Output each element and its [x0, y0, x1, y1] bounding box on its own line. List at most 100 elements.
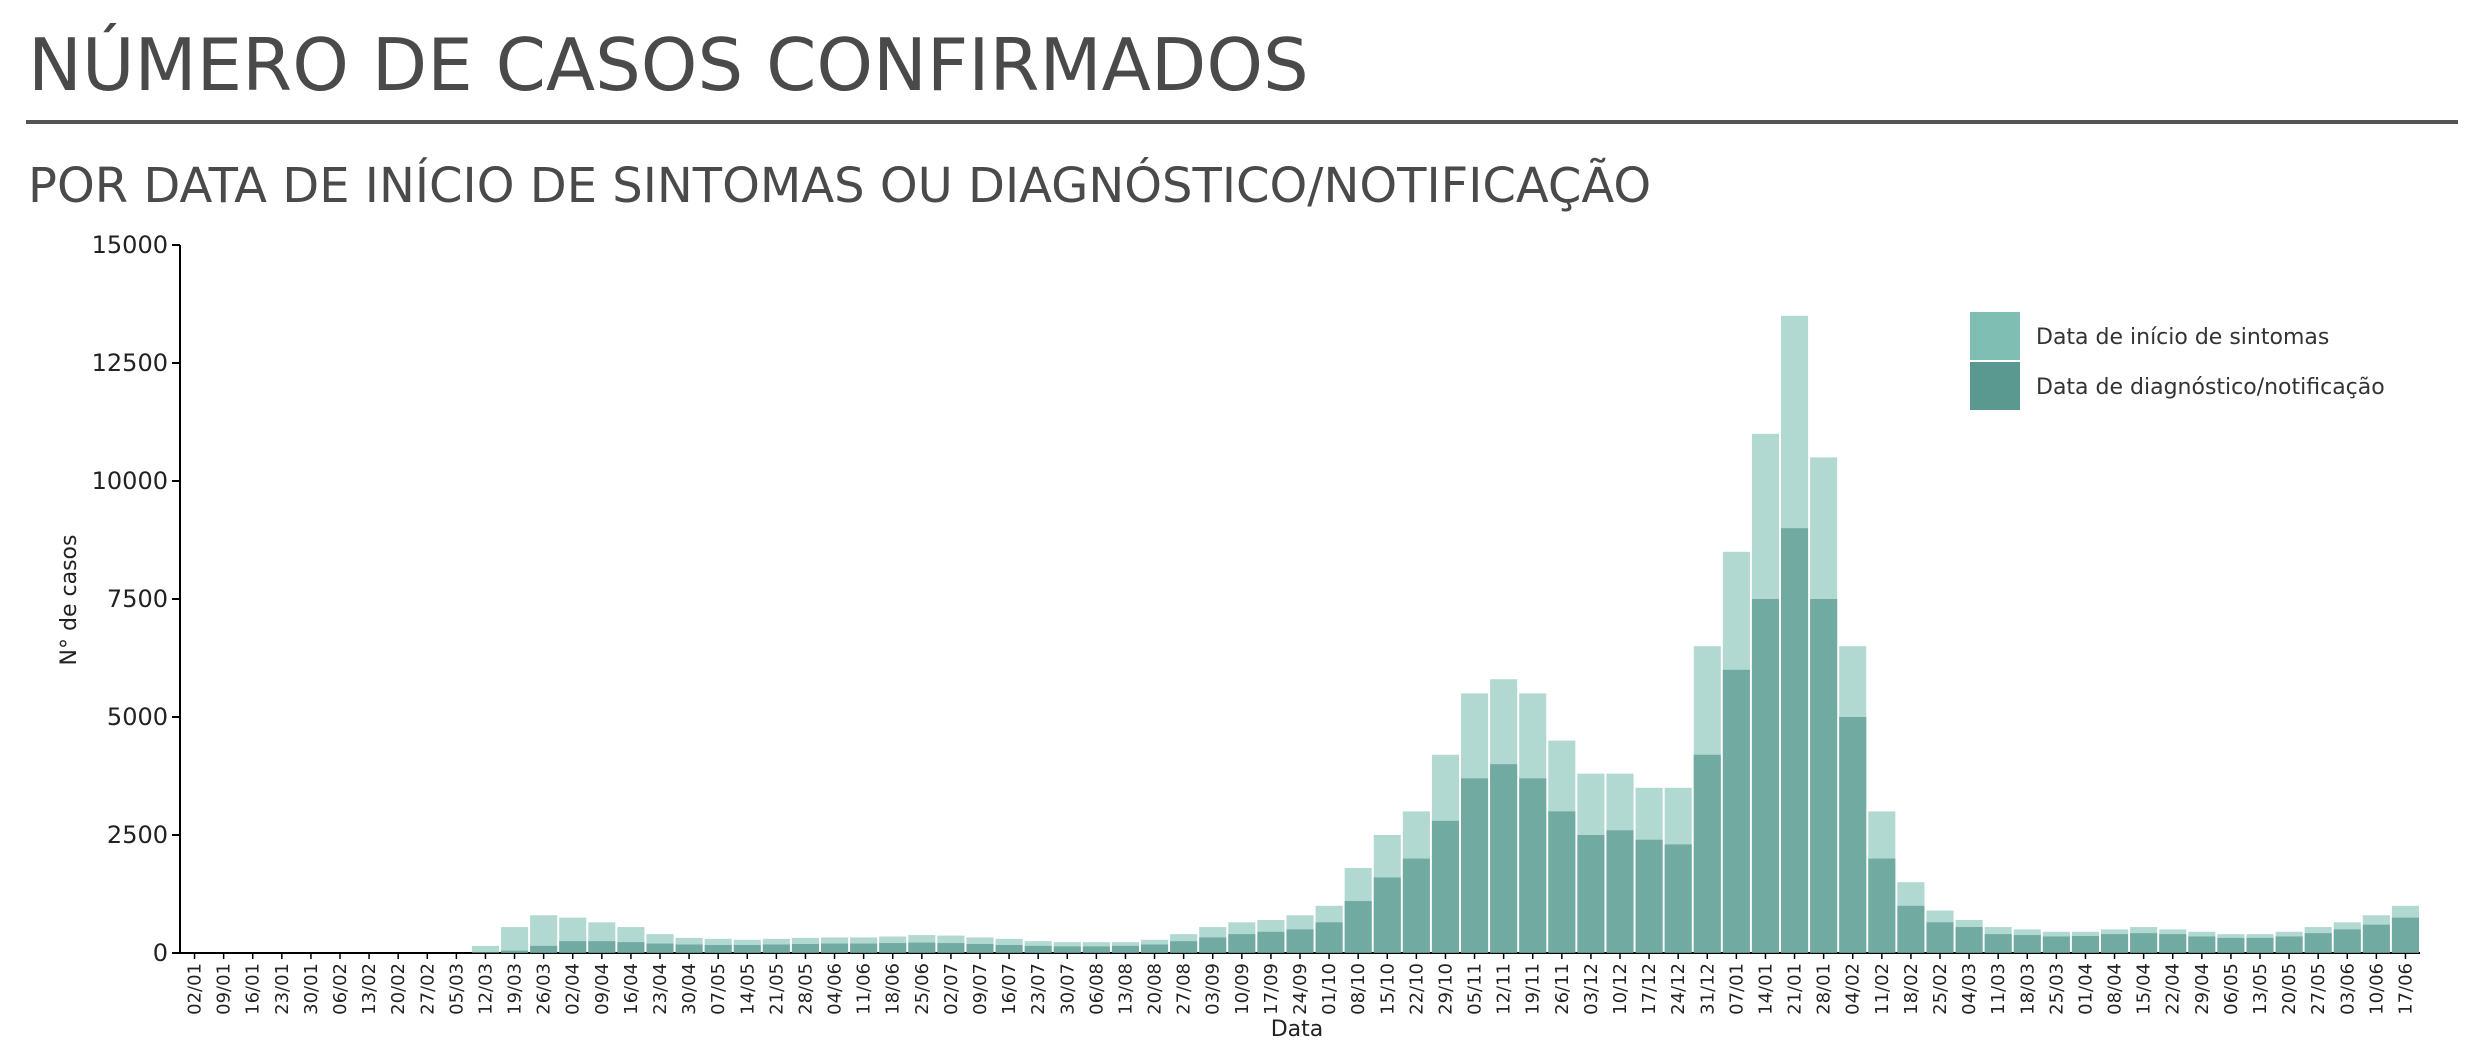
- bar: [1199, 937, 1227, 953]
- x-tick-label: 29/04: [2192, 963, 2213, 1015]
- bar: [2188, 936, 2216, 953]
- x-tick-label: 03/09: [1203, 963, 1224, 1015]
- x-tick-label: 18/03: [2017, 963, 2038, 1015]
- x-tick-label: 01/10: [1319, 963, 1340, 1015]
- x-tick-label: 30/01: [301, 963, 322, 1015]
- legend-label: Data de diagnóstico/notificação: [2036, 375, 2385, 400]
- x-tick-label: 16/01: [243, 963, 264, 1015]
- bar: [2013, 935, 2041, 953]
- x-tick-label: 08/10: [1348, 963, 1369, 1015]
- bar: [2042, 936, 2070, 953]
- bar: [471, 945, 499, 953]
- x-tick-label: 29/10: [1435, 963, 1456, 1015]
- x-tick-label: 21/05: [766, 963, 787, 1015]
- x-tick-label: 04/02: [1843, 963, 1864, 1015]
- x-tick-label: 02/07: [941, 963, 962, 1015]
- chart-title: NÚMERO DE CASOS CONFIRMADOS: [28, 23, 1309, 107]
- x-tick-label: 07/05: [708, 963, 729, 1015]
- bar: [1053, 946, 1081, 953]
- bar: [2071, 936, 2099, 953]
- bar: [1286, 929, 1314, 953]
- x-tick-label: 20/02: [388, 963, 409, 1015]
- x-tick-label: 31/12: [1697, 963, 1718, 1015]
- y-tick-label: 10000: [92, 467, 168, 495]
- x-tick-label: 12/11: [1494, 963, 1515, 1015]
- x-tick-label: 03/06: [2337, 963, 2358, 1015]
- bar: [1810, 599, 1838, 953]
- bar: [1344, 901, 1372, 953]
- x-tick-label: 23/07: [1028, 963, 1049, 1015]
- x-tick-label: 27/02: [417, 963, 438, 1015]
- x-tick-label: 04/03: [1959, 963, 1980, 1015]
- x-tick-label: 02/01: [185, 963, 206, 1015]
- bar: [1373, 877, 1401, 953]
- bar: [1577, 835, 1605, 953]
- x-tick-label: 10/09: [1232, 963, 1253, 1015]
- x-tick-label: 22/04: [2163, 963, 2184, 1015]
- bar: [1257, 931, 1285, 953]
- bar: [501, 927, 529, 953]
- bar: [1548, 811, 1576, 953]
- y-axis-label: N° de casos: [57, 535, 82, 666]
- bar: [2391, 917, 2419, 953]
- bar: [1228, 934, 1256, 953]
- bar: [1635, 839, 1663, 953]
- bar: [617, 942, 645, 953]
- y-tick-label: 7500: [107, 585, 168, 613]
- y-tick-label: 15000: [92, 231, 168, 259]
- bar: [1461, 778, 1489, 953]
- x-tick-label: 18/02: [1901, 963, 1922, 1015]
- x-tick-label: 10/06: [2366, 963, 2387, 1015]
- bar: [501, 950, 529, 953]
- x-tick-label: 16/04: [621, 963, 642, 1015]
- x-tick-label: 28/01: [1814, 963, 1835, 1015]
- bar: [1722, 669, 1750, 953]
- bar: [791, 944, 819, 953]
- x-tick-label: 22/10: [1406, 963, 1427, 1015]
- bar: [966, 944, 994, 953]
- x-tick-label: 17/12: [1639, 963, 1660, 1015]
- x-tick-label: 24/12: [1668, 963, 1689, 1015]
- bar: [704, 944, 732, 953]
- x-tick-label: 04/06: [825, 963, 846, 1015]
- bar: [2159, 934, 2187, 953]
- bar: [530, 945, 558, 953]
- bar: [1984, 934, 2012, 953]
- bar: [850, 943, 878, 953]
- x-tick-label: 27/08: [1174, 963, 1195, 1015]
- x-tick-label: 11/02: [1872, 963, 1893, 1015]
- bar: [1606, 830, 1634, 953]
- bar: [1751, 599, 1779, 953]
- x-tick-label: 06/05: [2221, 963, 2242, 1015]
- x-tick-label: 15/10: [1377, 963, 1398, 1015]
- x-tick-label: 14/05: [737, 963, 758, 1015]
- x-tick-label: 25/06: [912, 963, 933, 1015]
- x-tick-label: 07/01: [1726, 963, 1747, 1015]
- x-tick-label: 12/03: [475, 963, 496, 1015]
- y-tick-label: 0: [153, 939, 168, 967]
- bar: [1955, 927, 1983, 953]
- x-tick-label: 16/07: [999, 963, 1020, 1015]
- y-tick-label: 12500: [92, 349, 168, 377]
- x-tick-label: 10/12: [1610, 963, 1631, 1015]
- bar: [1781, 528, 1809, 953]
- bar: [2101, 934, 2129, 953]
- x-tick-label: 21/01: [1785, 963, 1806, 1015]
- x-tick-label: 01/04: [2075, 963, 2096, 1015]
- x-tick-label: 05/11: [1465, 963, 1486, 1015]
- bar: [1111, 945, 1139, 953]
- bar: [1431, 820, 1459, 953]
- bar: [1315, 922, 1343, 953]
- bar: [1839, 717, 1867, 953]
- x-tick-label: 14/01: [1755, 963, 1776, 1015]
- x-tick-label: 17/06: [2395, 963, 2416, 1015]
- bar: [1868, 858, 1896, 953]
- x-tick-label: 27/05: [2308, 963, 2329, 1015]
- x-tick-label: 09/01: [214, 963, 235, 1015]
- x-tick-label: 06/08: [1086, 963, 1107, 1015]
- x-tick-label: 08/04: [2105, 963, 2126, 1015]
- x-tick-label: 28/05: [795, 963, 816, 1015]
- bar: [937, 943, 965, 953]
- x-tick-label: 15/04: [2134, 963, 2155, 1015]
- bar: [2217, 937, 2245, 953]
